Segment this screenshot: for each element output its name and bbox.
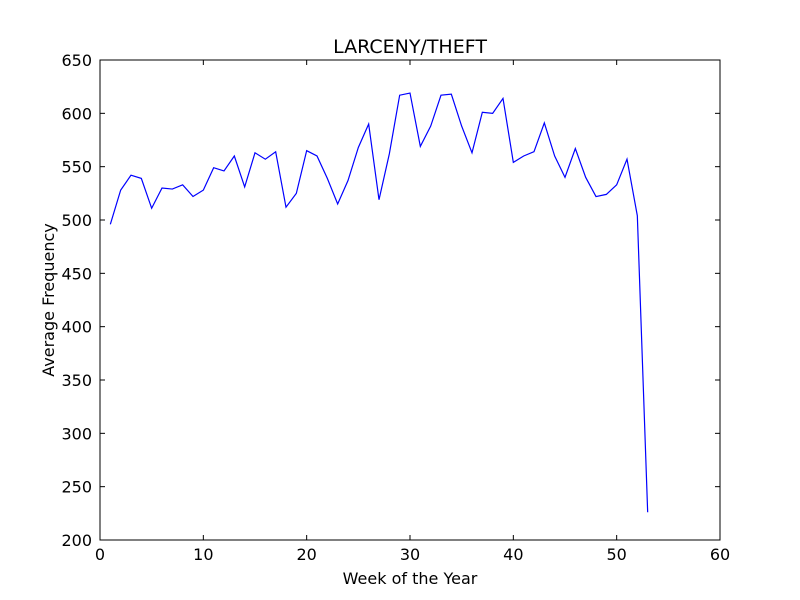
- y-tick-label: 500: [61, 211, 92, 230]
- x-tick-label: 20: [296, 545, 316, 564]
- axes-frame: [99, 59, 721, 541]
- x-tick-label: 40: [503, 545, 523, 564]
- y-tick-label: 200: [61, 531, 92, 550]
- x-axis-label: Week of the Year: [343, 569, 478, 588]
- y-tick-label: 650: [61, 51, 92, 70]
- y-tick-label: 300: [61, 424, 92, 443]
- x-tick-label: 60: [710, 545, 730, 564]
- y-tick-label: 250: [61, 478, 92, 497]
- chart-title: LARCENY/THEFT: [333, 36, 487, 58]
- y-axis-label: Average Frequency: [39, 223, 58, 376]
- tick-labels: 0 10 20 30 40 50 60 200 250 300 350 400 450 500 550 600…: [61, 51, 730, 564]
- y-tick-label: 350: [61, 371, 92, 390]
- plot-area: [109, 92, 649, 513]
- x-tick-label: 30: [400, 545, 420, 564]
- y-tick-label: 550: [61, 158, 92, 177]
- y-tick-label: 400: [61, 318, 92, 337]
- x-tick-label: 10: [193, 545, 213, 564]
- y-tick-label: 450: [61, 264, 92, 283]
- x-tick-label: 0: [95, 545, 105, 564]
- y-tick-label: 600: [61, 104, 92, 123]
- x-tick-label: 50: [606, 545, 626, 564]
- series-line: [109, 92, 649, 513]
